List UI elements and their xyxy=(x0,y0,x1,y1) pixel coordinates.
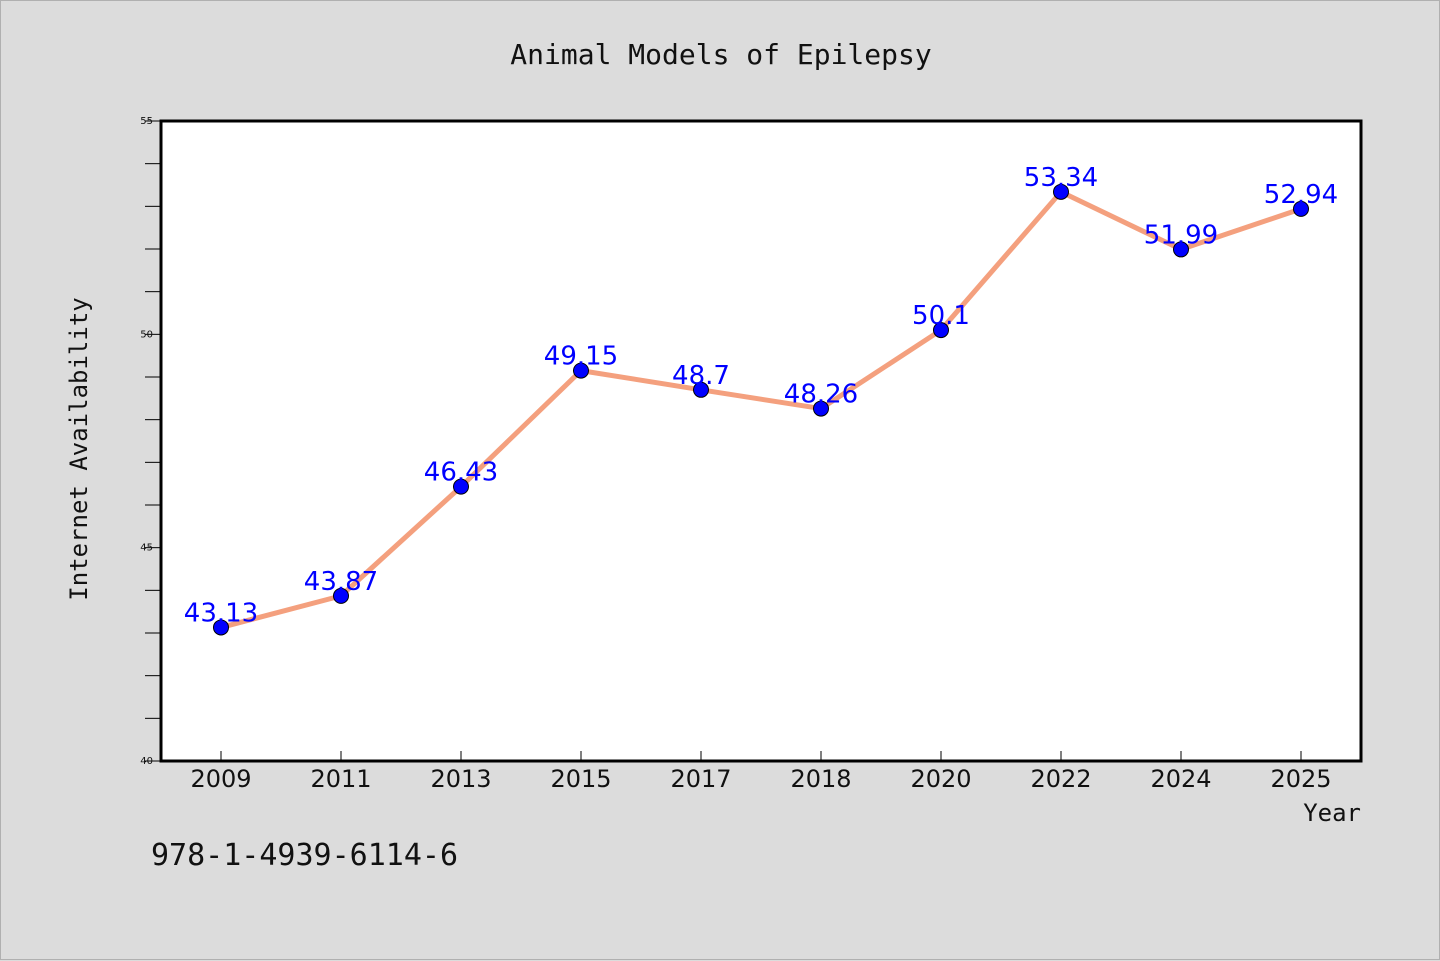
y-tick-label: 45 xyxy=(140,543,153,554)
y-axis: 40 45 50 55 xyxy=(140,116,161,767)
plot-area xyxy=(159,119,1363,763)
data-point xyxy=(693,381,709,398)
data-points xyxy=(213,183,1309,636)
isbn-text: 978-1-4939-6114-6 xyxy=(151,838,458,873)
data-point xyxy=(453,478,469,495)
x-tick-label: 2011 xyxy=(310,765,371,793)
data-label: 43.87 xyxy=(304,567,378,597)
chart-title: Animal Models of Epilepsy xyxy=(510,38,931,71)
data-label: 48.7 xyxy=(672,361,730,391)
data-point xyxy=(333,587,349,604)
y-tick-label: 40 xyxy=(140,756,153,767)
x-tick-label: 2018 xyxy=(790,765,851,793)
data-point xyxy=(1293,200,1309,217)
data-point xyxy=(933,322,949,339)
y-axis-label: Internet Availability xyxy=(65,297,93,600)
x-tick-label: 2013 xyxy=(430,765,491,793)
x-tick-label: 2022 xyxy=(1030,765,1091,793)
x-axis-label: Year xyxy=(1303,799,1361,827)
data-label: 52.94 xyxy=(1264,180,1338,210)
data-point xyxy=(813,400,829,417)
data-label: 48.26 xyxy=(784,380,858,410)
data-label: 53.34 xyxy=(1024,163,1098,193)
x-tick-label: 2024 xyxy=(1150,765,1211,793)
series-line xyxy=(218,189,1304,630)
y-tick-label: 50 xyxy=(140,329,153,340)
x-axis: 2009 2011 2013 2015 2017 2018 2020 2022 2024 2025 xyxy=(190,751,1332,793)
data-point xyxy=(1053,183,1069,200)
x-tick-label: 2020 xyxy=(910,765,971,793)
x-tick-label: 2017 xyxy=(670,765,731,793)
x-tick-label: 2009 xyxy=(190,765,251,793)
x-tick-label: 2025 xyxy=(1270,765,1331,793)
data-point xyxy=(1173,241,1189,258)
data-point xyxy=(213,619,229,636)
y-tick-label: 55 xyxy=(140,116,153,127)
data-label: 43.13 xyxy=(184,598,258,628)
x-tick-label: 2015 xyxy=(550,765,611,793)
data-label: 46.43 xyxy=(424,458,498,488)
data-label: 50.1 xyxy=(912,301,970,331)
data-label: 49.15 xyxy=(544,342,618,372)
data-labels: 43.13 43.87 46.43 49.15 48.7 48.26 50.1 53.34 51… xyxy=(184,163,1338,629)
data-label: 51.99 xyxy=(1144,220,1218,250)
data-point xyxy=(573,362,589,379)
